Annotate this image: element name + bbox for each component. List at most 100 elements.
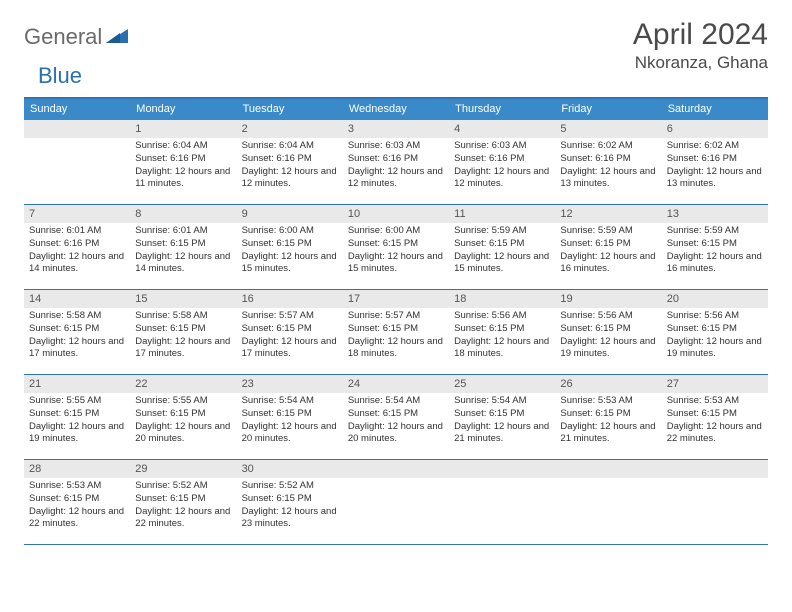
- day-number: 12: [555, 205, 661, 223]
- sunrise-line: Sunrise: 6:02 AM: [667, 140, 763, 153]
- sunrise-line: Sunrise: 5:52 AM: [135, 480, 231, 493]
- day-details: Sunrise: 5:58 AMSunset: 6:15 PMDaylight:…: [24, 308, 130, 365]
- day-cell: [343, 460, 449, 544]
- day-number: 19: [555, 290, 661, 308]
- sunrise-line: Sunrise: 5:53 AM: [29, 480, 125, 493]
- daylight-line: Daylight: 12 hours and 14 minutes.: [135, 251, 231, 277]
- daylight-line: Daylight: 12 hours and 14 minutes.: [29, 251, 125, 277]
- sunset-line: Sunset: 6:15 PM: [454, 408, 550, 421]
- sunset-line: Sunset: 6:15 PM: [135, 323, 231, 336]
- day-cell: 6Sunrise: 6:02 AMSunset: 6:16 PMDaylight…: [662, 120, 768, 204]
- sunset-line: Sunset: 6:15 PM: [348, 238, 444, 251]
- day-number: 13: [662, 205, 768, 223]
- day-cell: 2Sunrise: 6:04 AMSunset: 6:16 PMDaylight…: [237, 120, 343, 204]
- sunset-line: Sunset: 6:16 PM: [29, 238, 125, 251]
- day-details: Sunrise: 6:02 AMSunset: 6:16 PMDaylight:…: [662, 138, 768, 195]
- sunset-line: Sunset: 6:15 PM: [348, 408, 444, 421]
- day-cell: [449, 460, 555, 544]
- day-number: [662, 460, 768, 478]
- sunset-line: Sunset: 6:16 PM: [667, 153, 763, 166]
- week-row: 7Sunrise: 6:01 AMSunset: 6:16 PMDaylight…: [24, 204, 768, 289]
- daylight-line: Daylight: 12 hours and 16 minutes.: [560, 251, 656, 277]
- day-number: 27: [662, 375, 768, 393]
- week-row: 28Sunrise: 5:53 AMSunset: 6:15 PMDayligh…: [24, 459, 768, 544]
- sunset-line: Sunset: 6:16 PM: [135, 153, 231, 166]
- day-details: Sunrise: 5:57 AMSunset: 6:15 PMDaylight:…: [237, 308, 343, 365]
- daylight-line: Daylight: 12 hours and 22 minutes.: [667, 421, 763, 447]
- sunset-line: Sunset: 6:15 PM: [29, 493, 125, 506]
- month-title: April 2024: [633, 18, 768, 51]
- week-row: 14Sunrise: 5:58 AMSunset: 6:15 PMDayligh…: [24, 289, 768, 374]
- day-cell: 14Sunrise: 5:58 AMSunset: 6:15 PMDayligh…: [24, 290, 130, 374]
- sunrise-line: Sunrise: 6:01 AM: [135, 225, 231, 238]
- sunset-line: Sunset: 6:15 PM: [242, 408, 338, 421]
- day-details: Sunrise: 5:53 AMSunset: 6:15 PMDaylight:…: [24, 478, 130, 535]
- day-details: Sunrise: 6:03 AMSunset: 6:16 PMDaylight:…: [449, 138, 555, 195]
- sunset-line: Sunset: 6:15 PM: [135, 408, 231, 421]
- day-number: 24: [343, 375, 449, 393]
- day-cell: 23Sunrise: 5:54 AMSunset: 6:15 PMDayligh…: [237, 375, 343, 459]
- day-cell: 4Sunrise: 6:03 AMSunset: 6:16 PMDaylight…: [449, 120, 555, 204]
- sunrise-line: Sunrise: 6:00 AM: [348, 225, 444, 238]
- sunset-line: Sunset: 6:16 PM: [242, 153, 338, 166]
- daylight-line: Daylight: 12 hours and 17 minutes.: [135, 336, 231, 362]
- brand-logo: General: [24, 18, 130, 50]
- daylight-line: Daylight: 12 hours and 19 minutes.: [560, 336, 656, 362]
- day-details: Sunrise: 5:55 AMSunset: 6:15 PMDaylight:…: [24, 393, 130, 450]
- day-details: Sunrise: 5:59 AMSunset: 6:15 PMDaylight:…: [662, 223, 768, 280]
- sunset-line: Sunset: 6:15 PM: [135, 493, 231, 506]
- sunrise-line: Sunrise: 5:56 AM: [454, 310, 550, 323]
- day-details: Sunrise: 6:00 AMSunset: 6:15 PMDaylight:…: [343, 223, 449, 280]
- day-details: Sunrise: 5:53 AMSunset: 6:15 PMDaylight:…: [662, 393, 768, 450]
- daylight-line: Daylight: 12 hours and 18 minutes.: [454, 336, 550, 362]
- day-number: 15: [130, 290, 236, 308]
- daylight-line: Daylight: 12 hours and 13 minutes.: [560, 166, 656, 192]
- day-cell: 28Sunrise: 5:53 AMSunset: 6:15 PMDayligh…: [24, 460, 130, 544]
- day-number: 5: [555, 120, 661, 138]
- weeks-container: 1Sunrise: 6:04 AMSunset: 6:16 PMDaylight…: [24, 120, 768, 544]
- day-details: Sunrise: 5:55 AMSunset: 6:15 PMDaylight:…: [130, 393, 236, 450]
- sunrise-line: Sunrise: 5:58 AM: [135, 310, 231, 323]
- daylight-line: Daylight: 12 hours and 19 minutes.: [29, 421, 125, 447]
- day-cell: 5Sunrise: 6:02 AMSunset: 6:16 PMDaylight…: [555, 120, 661, 204]
- calendar-page: General April 2024 Nkoranza, Ghana Blue …: [0, 0, 792, 545]
- day-number: 25: [449, 375, 555, 393]
- day-cell: [662, 460, 768, 544]
- day-number: 8: [130, 205, 236, 223]
- sunrise-line: Sunrise: 5:54 AM: [242, 395, 338, 408]
- day-details: Sunrise: 5:58 AMSunset: 6:15 PMDaylight:…: [130, 308, 236, 365]
- sunrise-line: Sunrise: 5:53 AM: [667, 395, 763, 408]
- sunrise-line: Sunrise: 5:52 AM: [242, 480, 338, 493]
- sunrise-line: Sunrise: 5:55 AM: [135, 395, 231, 408]
- day-number: [343, 460, 449, 478]
- week-row: 1Sunrise: 6:04 AMSunset: 6:16 PMDaylight…: [24, 120, 768, 204]
- day-cell: 11Sunrise: 5:59 AMSunset: 6:15 PMDayligh…: [449, 205, 555, 289]
- daylight-line: Daylight: 12 hours and 17 minutes.: [29, 336, 125, 362]
- sunrise-line: Sunrise: 5:56 AM: [667, 310, 763, 323]
- day-details: Sunrise: 6:04 AMSunset: 6:16 PMDaylight:…: [130, 138, 236, 195]
- day-number: 11: [449, 205, 555, 223]
- sunset-line: Sunset: 6:15 PM: [667, 323, 763, 336]
- day-number: 2: [237, 120, 343, 138]
- day-number: 21: [24, 375, 130, 393]
- sunrise-line: Sunrise: 5:57 AM: [242, 310, 338, 323]
- day-details: [662, 478, 768, 544]
- sunset-line: Sunset: 6:16 PM: [454, 153, 550, 166]
- day-details: Sunrise: 5:59 AMSunset: 6:15 PMDaylight:…: [449, 223, 555, 280]
- day-cell: 25Sunrise: 5:54 AMSunset: 6:15 PMDayligh…: [449, 375, 555, 459]
- day-details: Sunrise: 6:01 AMSunset: 6:16 PMDaylight:…: [24, 223, 130, 280]
- day-cell: 24Sunrise: 5:54 AMSunset: 6:15 PMDayligh…: [343, 375, 449, 459]
- daylight-line: Daylight: 12 hours and 20 minutes.: [242, 421, 338, 447]
- daylight-line: Daylight: 12 hours and 17 minutes.: [242, 336, 338, 362]
- weekday-header: Monday: [130, 99, 236, 120]
- sunset-line: Sunset: 6:15 PM: [560, 408, 656, 421]
- sunrise-line: Sunrise: 5:59 AM: [560, 225, 656, 238]
- sunrise-line: Sunrise: 5:53 AM: [560, 395, 656, 408]
- day-details: Sunrise: 5:57 AMSunset: 6:15 PMDaylight:…: [343, 308, 449, 365]
- day-cell: 22Sunrise: 5:55 AMSunset: 6:15 PMDayligh…: [130, 375, 236, 459]
- day-cell: 15Sunrise: 5:58 AMSunset: 6:15 PMDayligh…: [130, 290, 236, 374]
- sunrise-line: Sunrise: 6:00 AM: [242, 225, 338, 238]
- sunset-line: Sunset: 6:15 PM: [560, 238, 656, 251]
- day-number: 30: [237, 460, 343, 478]
- daylight-line: Daylight: 12 hours and 21 minutes.: [560, 421, 656, 447]
